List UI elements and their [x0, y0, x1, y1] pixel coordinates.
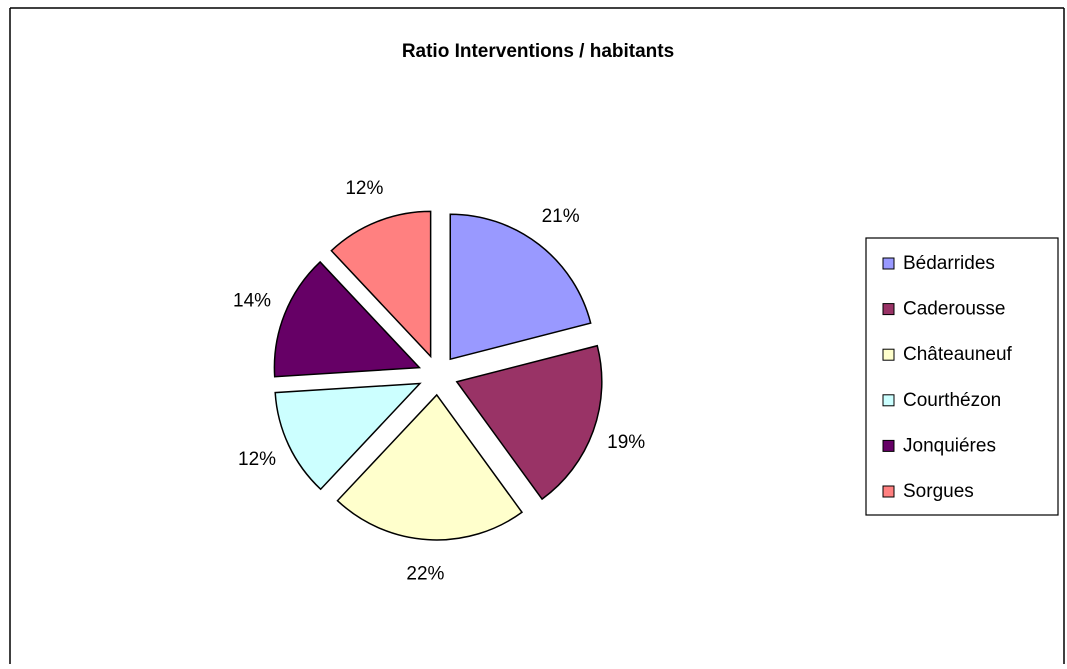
legend-label: Bédarrides	[903, 253, 995, 274]
data-label: 22%	[406, 564, 444, 585]
legend-label: Caderousse	[903, 299, 1005, 320]
data-label: 12%	[238, 449, 276, 470]
legend-swatch	[882, 257, 895, 270]
legend-swatch	[882, 394, 895, 407]
legend	[865, 237, 1059, 516]
pie-slice	[274, 382, 422, 491]
pie-slice	[449, 213, 592, 361]
pie-slice	[273, 260, 422, 378]
pie-slice	[336, 393, 524, 541]
legend-swatch	[882, 348, 895, 361]
data-label: 19%	[607, 432, 645, 453]
legend-swatch	[882, 485, 895, 498]
data-label: 14%	[233, 290, 271, 311]
legend-label: Jonquiéres	[903, 435, 996, 456]
legend-swatch	[882, 439, 895, 452]
data-label: 12%	[345, 178, 383, 199]
pie-slice	[455, 344, 603, 501]
legend-label: Courthézon	[903, 390, 1001, 411]
data-label: 21%	[542, 206, 580, 227]
chart-title: Ratio Interventions / habitants	[402, 41, 674, 62]
legend-label: Sorgues	[903, 481, 974, 502]
legend-swatch	[882, 303, 895, 316]
pie-slice	[330, 210, 432, 359]
legend-label: Châteauneuf	[903, 344, 1013, 365]
